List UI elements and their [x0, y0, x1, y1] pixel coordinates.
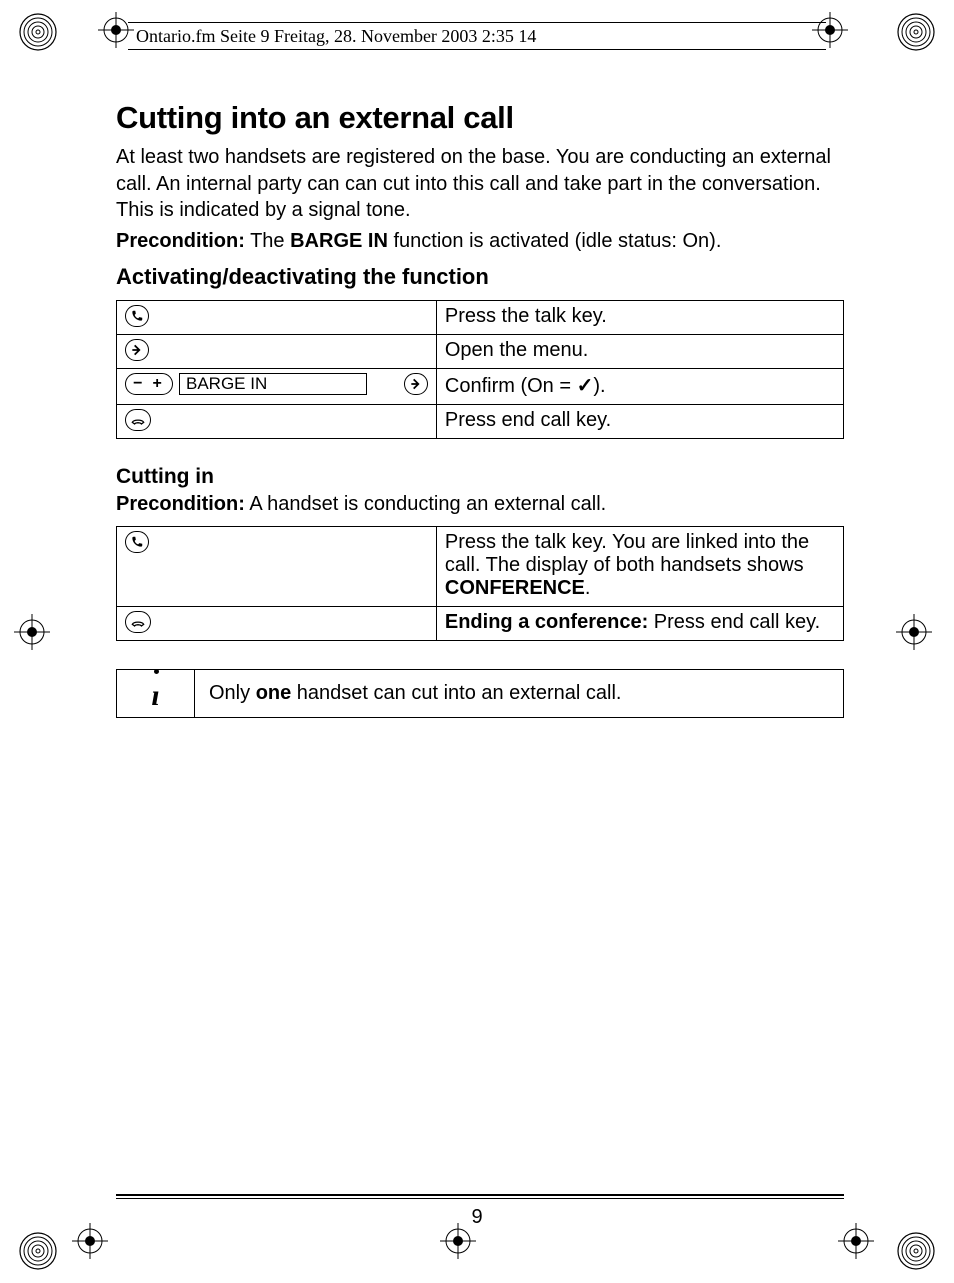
- crop-mark-br: [894, 1229, 938, 1273]
- table-row: Press the talk key.: [117, 301, 844, 335]
- menu-item-barge-in: BARGE IN: [179, 373, 367, 395]
- header-frame: Ontario.fm Seite 9 Freitag, 28. November…: [128, 22, 826, 50]
- crop-mark-tl: [16, 10, 60, 54]
- table-row: Ending a conference: Press end call key.: [117, 606, 844, 640]
- step-desc: Open the menu.: [436, 335, 843, 369]
- precond-label: Precondition:: [116, 230, 245, 252]
- step-desc-a: Press the talk key. You are linked into …: [445, 531, 809, 576]
- h3-cutting-in: Cutting in: [116, 465, 844, 489]
- reg-mark-right: [896, 614, 940, 658]
- talk-key-icon: [125, 305, 149, 327]
- reg-mark-bot-c: [838, 1223, 882, 1267]
- talk-key-icon: [125, 531, 149, 553]
- table-row: Press the talk key. You are linked into …: [117, 526, 844, 606]
- check-icon: ✓: [577, 375, 594, 397]
- step-desc: Press the talk key. You are linked into …: [436, 526, 843, 606]
- step-desc-b: ).: [593, 375, 605, 397]
- footer-rules: [116, 1194, 844, 1199]
- volume-key-icon: −+: [125, 373, 173, 395]
- h2-activating: Activating/deactivating the function: [116, 264, 844, 290]
- table-cutting-in: Press the talk key. You are linked into …: [116, 526, 844, 641]
- crop-mark-tr: [894, 10, 938, 54]
- precond-label-2: Precondition:: [116, 493, 245, 515]
- step-desc: Press the talk key.: [436, 301, 843, 335]
- end-call-key-icon: [125, 409, 151, 431]
- info-text: Only one handset can cut into an externa…: [195, 670, 843, 717]
- page-content: Cutting into an external call At least t…: [116, 100, 844, 718]
- end-call-key-icon: [125, 611, 151, 633]
- table-activating: Press the talk key. Open the menu. −+ BA…: [116, 300, 844, 439]
- precondition-2: Precondition: A handset is conducting an…: [116, 491, 844, 518]
- precond1-bold: BARGE IN: [290, 230, 388, 252]
- info-a: Only: [209, 682, 256, 704]
- intro-text: At least two handsets are registered on …: [116, 144, 844, 224]
- confirm-key-icon: [404, 373, 428, 395]
- menu-key-icon: [125, 339, 149, 361]
- reg-mark-bot-a: [72, 1223, 116, 1267]
- crop-mark-bl: [16, 1229, 60, 1273]
- step-desc: Confirm (On = ✓).: [436, 369, 843, 405]
- step-desc-a: Confirm (On =: [445, 375, 577, 397]
- info-box: ı Only one handset can cut into an exter…: [116, 669, 844, 718]
- reg-mark-left: [14, 614, 58, 658]
- precond2-text: A handset is conducting an external call…: [245, 493, 606, 515]
- table-row: Press end call key.: [117, 405, 844, 439]
- header-text: Ontario.fm Seite 9 Freitag, 28. November…: [136, 26, 536, 46]
- info-b: handset can cut into an external call.: [291, 682, 621, 704]
- precond1-b: function is activated (idle status: On).: [388, 230, 722, 252]
- step-desc: Ending a conference: Press end call key.: [436, 606, 843, 640]
- table-row: Open the menu.: [117, 335, 844, 369]
- step-desc: Press end call key.: [436, 405, 843, 439]
- info-icon: ı: [117, 670, 195, 717]
- step-desc-bold: CONFERENCE: [445, 577, 585, 599]
- page-number-text: 9: [0, 1206, 954, 1229]
- page-title: Cutting into an external call: [116, 100, 844, 136]
- table-row: −+ BARGE IN Confirm (On = ✓).: [117, 369, 844, 405]
- precond1-a: The: [245, 230, 290, 252]
- precondition-1: Precondition: The BARGE IN function is a…: [116, 228, 844, 255]
- step-desc-bold-a: Ending a conference:: [445, 611, 648, 633]
- step-desc-b: Press end call key.: [648, 611, 820, 633]
- info-bold: one: [256, 682, 292, 704]
- reg-mark-bot-b: [440, 1223, 484, 1267]
- step-desc-b: .: [585, 577, 591, 599]
